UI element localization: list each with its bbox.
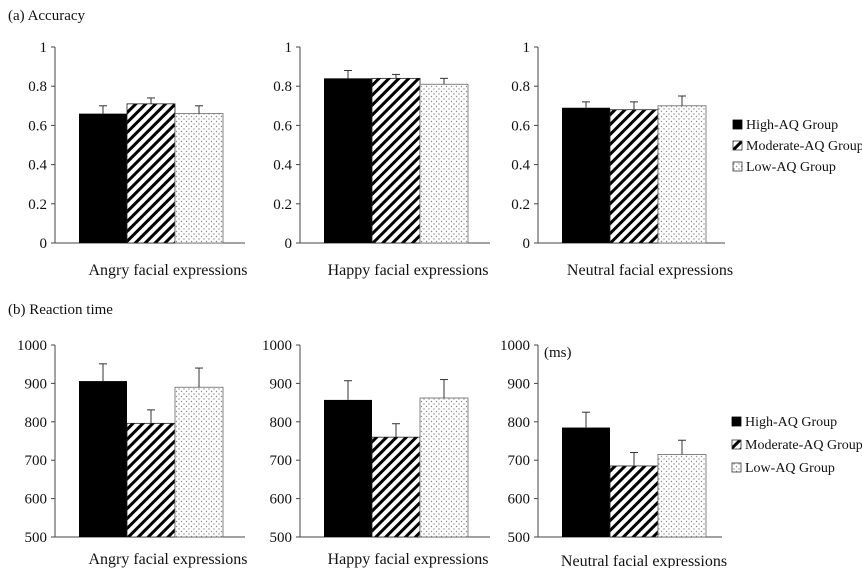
bar-low-aq xyxy=(419,397,469,538)
y-tick-label: 0.6 xyxy=(273,118,292,134)
accuracy-section-title: (a) Accuracy xyxy=(8,8,86,24)
y-tick-label: 500 xyxy=(270,530,293,546)
legend-swatch xyxy=(732,161,743,172)
bar-moderate-aq xyxy=(609,109,659,244)
x-axis-label: Angry facial expressions xyxy=(88,551,247,568)
legend-label: Low-AQ Group xyxy=(746,160,836,175)
y-tick-label: 1000 xyxy=(500,338,530,354)
legend-swatch xyxy=(732,140,743,151)
legend-swatch xyxy=(731,439,742,450)
y-tick-label: 700 xyxy=(508,453,531,469)
bar-low-aq xyxy=(174,386,224,538)
y-tick-label: 1 xyxy=(523,40,531,56)
bar-high-aq xyxy=(562,107,610,243)
y-tick-label: 0.2 xyxy=(273,197,292,213)
legend-swatch xyxy=(731,462,742,473)
y-tick-label: 0.2 xyxy=(511,197,530,213)
legend-label: High-AQ Group xyxy=(745,415,837,430)
y-tick-label: 1 xyxy=(285,40,293,56)
x-axis-label: Angry facial expressions xyxy=(88,262,247,279)
bar-high-aq xyxy=(79,113,127,243)
y-tick-label: 1 xyxy=(40,40,48,56)
legend-label: High-AQ Group xyxy=(746,118,838,133)
unit-label: (ms) xyxy=(544,345,572,361)
y-tick-label: 500 xyxy=(508,530,531,546)
y-tick-label: 0.4 xyxy=(273,158,292,174)
chart-panel-1: 0 0.2 0.4 0.6 0.8 1 Angry facial expressions xyxy=(28,40,247,279)
chart-panel-4: 500 600 700 800 900 1000 Angry facial expressi… xyxy=(17,338,248,568)
y-tick-label: 0 xyxy=(285,236,293,252)
chart-panel-5: 500 600 700 800 900 1000 Happy facial expressi… xyxy=(262,338,490,568)
chart-panel-2: 0 0.2 0.4 0.6 0.8 1 Happy facial expressions xyxy=(273,40,490,279)
legend-label: Low-AQ Group xyxy=(745,461,835,476)
bar-moderate-aq xyxy=(126,103,176,244)
y-tick-label: 0.2 xyxy=(28,197,47,213)
y-tick-label: 500 xyxy=(25,530,48,546)
y-tick-label: 900 xyxy=(270,376,293,392)
y-tick-label: 800 xyxy=(25,415,48,431)
y-tick-label: 0.6 xyxy=(511,118,530,134)
legend-swatch xyxy=(731,416,742,427)
y-tick-label: 900 xyxy=(508,376,531,392)
chart-panel-3: 0 0.2 0.4 0.6 0.8 1 Neutral facial expressions… xyxy=(511,40,862,279)
bar-high-aq xyxy=(324,78,372,243)
bar-high-aq xyxy=(79,381,127,537)
y-tick-label: 0.8 xyxy=(273,79,292,95)
bar-moderate-aq xyxy=(126,422,176,538)
bar-high-aq xyxy=(562,427,610,537)
chart-panel-6: 500 600 700 800 900 1000 Neutral facial expres… xyxy=(500,338,862,568)
x-axis-label: Happy facial expressions xyxy=(328,262,489,279)
y-tick-label: 0.4 xyxy=(28,158,47,174)
bar-low-aq xyxy=(419,83,469,244)
y-tick-label: 600 xyxy=(270,492,293,508)
y-tick-label: 0.8 xyxy=(28,79,47,95)
y-tick-label: 1000 xyxy=(262,338,292,354)
legend-label: Moderate-AQ Group xyxy=(746,139,862,154)
y-tick-label: 0.8 xyxy=(511,79,530,95)
legend: High-AQ Group Moderate-AQ Group Low-AQ Gro… xyxy=(731,415,862,476)
y-tick-label: 0 xyxy=(523,236,531,252)
bar-low-aq xyxy=(174,113,224,244)
legend-label: Moderate-AQ Group xyxy=(745,438,862,453)
x-axis-label: Neutral facial expressions xyxy=(561,553,727,568)
y-tick-label: 700 xyxy=(270,453,293,469)
y-tick-label: 900 xyxy=(25,376,48,392)
bar-moderate-aq xyxy=(609,465,659,538)
y-tick-label: 800 xyxy=(270,415,293,431)
y-tick-label: 0.4 xyxy=(511,158,530,174)
y-tick-label: 0.6 xyxy=(28,118,47,134)
y-tick-label: 1000 xyxy=(17,338,47,354)
y-tick-label: 600 xyxy=(508,492,531,508)
bar-low-aq xyxy=(657,454,707,538)
x-axis-label: Neutral facial expressions xyxy=(567,262,733,279)
bar-high-aq xyxy=(324,399,372,537)
legend-swatch xyxy=(732,119,743,130)
y-tick-label: 0 xyxy=(40,236,48,252)
bar-moderate-aq xyxy=(371,77,421,244)
bar-moderate-aq xyxy=(371,436,421,538)
y-tick-label: 600 xyxy=(25,492,48,508)
reaction-time-section-title: (b) Reaction time xyxy=(8,302,113,318)
legend: High-AQ Group Moderate-AQ Group Low-AQ Gro… xyxy=(732,118,862,175)
x-axis-label: Happy facial expressions xyxy=(328,551,489,568)
bar-low-aq xyxy=(657,105,707,244)
y-tick-label: 700 xyxy=(25,453,48,469)
y-tick-label: 800 xyxy=(508,415,531,431)
